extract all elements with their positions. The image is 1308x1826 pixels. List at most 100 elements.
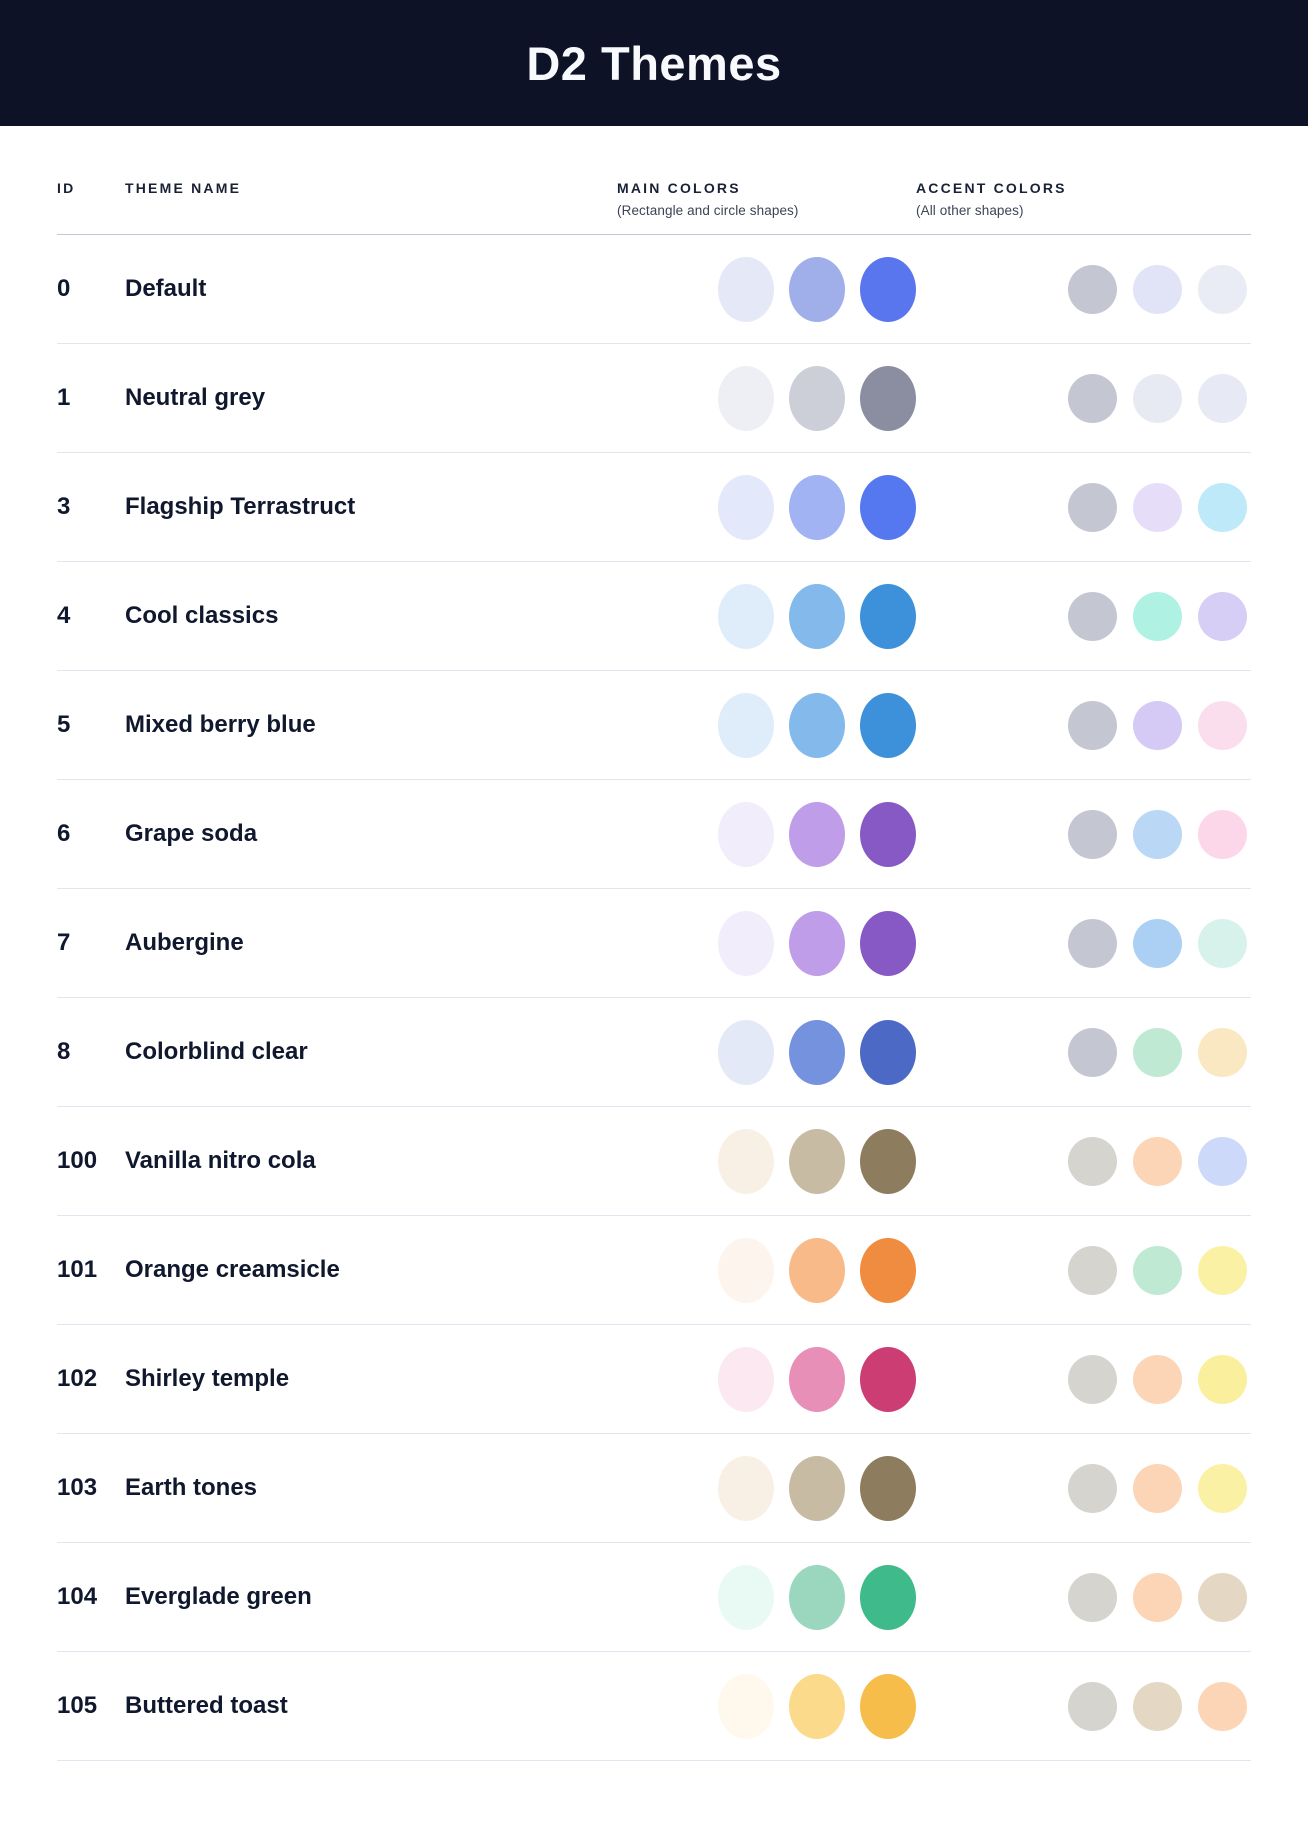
accent-color-swatches — [916, 1354, 1251, 1404]
main-color-swatch — [718, 910, 774, 976]
main-color-swatch — [860, 1455, 916, 1521]
main-color-swatches — [617, 1019, 916, 1085]
accent-color-swatches — [916, 1463, 1251, 1513]
theme-name: Vanilla nitro cola — [125, 1147, 316, 1175]
accent-color-swatch — [1198, 1245, 1247, 1295]
accent-color-swatches — [916, 1027, 1251, 1077]
main-color-swatch — [789, 1019, 845, 1085]
theme-row: 104 Everglade green — [57, 1543, 1251, 1653]
theme-row: 103 Earth tones — [57, 1434, 1251, 1544]
main-color-swatches — [617, 801, 916, 867]
main-color-swatch — [789, 1128, 845, 1194]
accent-color-swatch — [1133, 1027, 1182, 1077]
theme-name: Buttered toast — [125, 1692, 288, 1720]
accent-color-swatches — [916, 1681, 1251, 1731]
column-header-id: ID — [57, 180, 76, 196]
theme-id: 101 — [57, 1256, 98, 1284]
main-color-swatch — [789, 256, 845, 322]
accent-color-swatch — [1198, 809, 1247, 859]
accent-color-swatch — [1068, 1681, 1117, 1731]
main-color-swatch — [860, 256, 916, 322]
accent-color-swatch — [1133, 1463, 1182, 1513]
themes-table: ID THEME NAME MAIN COLORS (Rectangle and… — [0, 180, 1251, 1762]
accent-color-swatch — [1198, 482, 1247, 532]
main-color-swatch — [718, 583, 774, 649]
main-color-swatches — [617, 365, 916, 431]
main-color-swatch — [718, 1237, 774, 1303]
theme-name: Colorblind clear — [125, 1038, 308, 1066]
main-color-swatch — [718, 474, 774, 540]
accent-color-swatches — [916, 1136, 1251, 1186]
main-color-swatch — [860, 801, 916, 867]
main-color-swatch — [789, 583, 845, 649]
accent-color-swatch — [1198, 1463, 1247, 1513]
main-color-swatch — [718, 692, 774, 758]
theme-name: Shirley temple — [125, 1365, 290, 1393]
main-color-swatch — [860, 474, 916, 540]
theme-row: 6 Grape soda — [57, 780, 1251, 890]
accent-color-swatch — [1198, 918, 1247, 968]
theme-id: 100 — [57, 1147, 98, 1175]
accent-color-swatch — [1198, 1027, 1247, 1077]
accent-color-swatch — [1068, 918, 1117, 968]
accent-color-swatches — [916, 809, 1251, 859]
main-color-swatch — [860, 692, 916, 758]
main-color-swatch — [718, 1564, 774, 1630]
accent-color-swatch — [1133, 1136, 1182, 1186]
column-subheader-accent-colors: (All other shapes) — [916, 203, 1024, 219]
main-color-swatch — [789, 910, 845, 976]
accent-color-swatches — [916, 591, 1251, 641]
theme-row: 7 Aubergine — [57, 889, 1251, 999]
theme-name: Earth tones — [125, 1474, 258, 1502]
theme-name: Grape soda — [125, 820, 258, 848]
main-color-swatch — [718, 1019, 774, 1085]
theme-row: 1 Neutral grey — [57, 344, 1251, 454]
main-color-swatch — [718, 1128, 774, 1194]
theme-name: Everglade green — [125, 1583, 312, 1611]
accent-color-swatch — [1198, 1681, 1247, 1731]
main-color-swatch — [860, 583, 916, 649]
theme-id: 6 — [57, 820, 71, 848]
theme-id: 105 — [57, 1692, 98, 1720]
main-color-swatch — [718, 1673, 774, 1739]
theme-id: 1 — [57, 384, 71, 412]
accent-color-swatches — [916, 918, 1251, 968]
table-header-row: ID THEME NAME MAIN COLORS (Rectangle and… — [57, 180, 1251, 236]
main-color-swatch — [789, 1455, 845, 1521]
theme-row: 101 Orange creamsicle — [57, 1216, 1251, 1326]
theme-id: 8 — [57, 1038, 71, 1066]
column-header-theme-name: THEME NAME — [125, 180, 242, 196]
theme-row: 8 Colorblind clear — [57, 998, 1251, 1108]
accent-color-swatch — [1133, 1354, 1182, 1404]
main-color-swatch — [860, 1237, 916, 1303]
main-color-swatch — [860, 1128, 916, 1194]
main-color-swatches — [617, 1237, 916, 1303]
accent-color-swatch — [1068, 700, 1117, 750]
main-color-swatches — [617, 910, 916, 976]
theme-row: 3 Flagship Terrastruct — [57, 453, 1251, 563]
main-color-swatch — [789, 801, 845, 867]
accent-color-swatch — [1068, 591, 1117, 641]
accent-color-swatch — [1198, 264, 1247, 314]
main-color-swatch — [789, 1346, 845, 1412]
theme-row: 5 Mixed berry blue — [57, 671, 1251, 781]
accent-color-swatch — [1068, 1136, 1117, 1186]
main-color-swatch — [789, 474, 845, 540]
main-color-swatch — [789, 365, 845, 431]
accent-color-swatches — [916, 482, 1251, 532]
table-body: 0 Default 1 Neutral grey 3 Flagship Terr… — [57, 235, 1251, 1762]
theme-row: 4 Cool classics — [57, 562, 1251, 672]
accent-color-swatches — [916, 1245, 1251, 1295]
accent-color-swatch — [1198, 1572, 1247, 1622]
accent-color-swatches — [916, 1572, 1251, 1622]
accent-color-swatch — [1068, 1245, 1117, 1295]
accent-color-swatch — [1133, 700, 1182, 750]
main-color-swatches — [617, 1455, 916, 1521]
accent-color-swatch — [1133, 591, 1182, 641]
accent-color-swatch — [1068, 1354, 1117, 1404]
accent-color-swatch — [1068, 373, 1117, 423]
accent-color-swatch — [1198, 591, 1247, 641]
main-color-swatches — [617, 583, 916, 649]
accent-color-swatch — [1068, 1027, 1117, 1077]
accent-color-swatch — [1198, 700, 1247, 750]
